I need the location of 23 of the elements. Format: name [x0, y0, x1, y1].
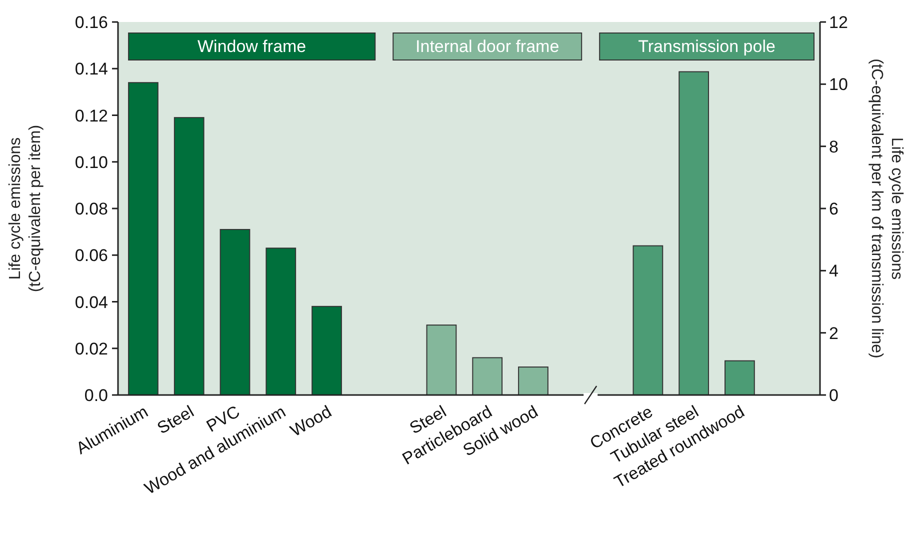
y2-axis-title: Life cycle emissions (tC-equivalent per km of transmission line): [868, 58, 905, 358]
series-label: Transmission pole: [638, 37, 776, 56]
legend-item: Window frame: [128, 32, 376, 60]
y2-tick-label: 8: [829, 137, 838, 156]
y-tick-label: 0.06: [74, 246, 108, 266]
x-tick-label: Steel: [154, 402, 198, 438]
y-axis-title: Life cycle emissions (tC-equivalent per item): [7, 124, 44, 292]
y-tick-label: 0.12: [74, 106, 108, 126]
y-tick-label: 0.16: [74, 13, 108, 32]
y2-tick-label: 4: [829, 262, 838, 281]
legend-item: Transmission pole: [599, 32, 814, 60]
legend-item: Internal door frame: [392, 32, 582, 60]
y-tick-label: 0.02: [74, 339, 108, 358]
y2-tick-label: 10: [829, 75, 848, 94]
y-tick-label: 0.10: [74, 152, 108, 172]
y-tick-label: 0.14: [74, 60, 108, 79]
y-tick-label: 0.08: [74, 200, 108, 218]
y2-tick-label: 0: [829, 386, 838, 405]
y-tick-label: 0.0: [84, 386, 108, 405]
y2-tick-label: 12: [829, 13, 848, 32]
y-tick-label: 0.04: [74, 292, 108, 312]
y2-tick-label: 2: [829, 324, 838, 343]
y2-tick-label: 6: [829, 200, 838, 218]
